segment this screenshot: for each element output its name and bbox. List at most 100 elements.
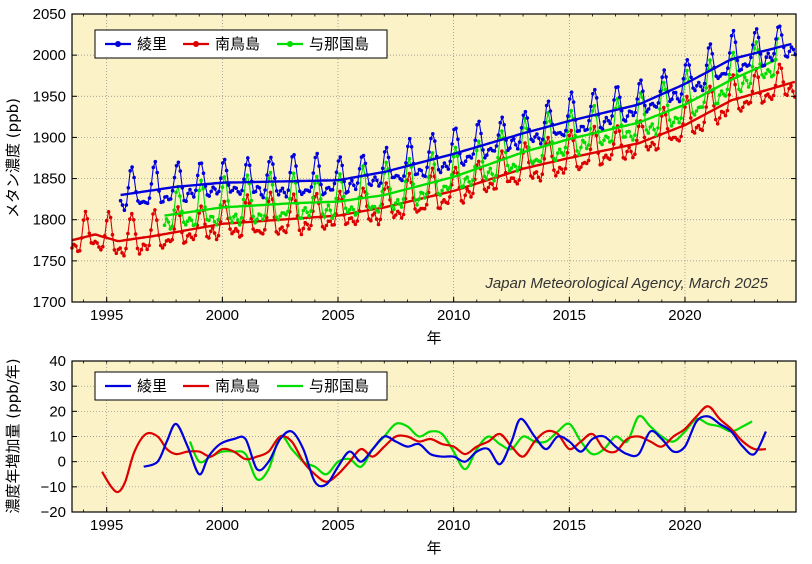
monthly-data-point xyxy=(613,130,618,135)
monthly-data-point xyxy=(222,157,227,162)
monthly-data-point xyxy=(656,146,660,151)
monthly-data-point xyxy=(644,144,649,149)
monthly-data-point xyxy=(592,103,597,108)
monthly-data-point xyxy=(155,170,159,175)
monthly-data-point xyxy=(309,209,313,213)
x-tick-label: 2005 xyxy=(321,307,354,324)
monthly-data-point xyxy=(330,216,335,220)
monthly-data-point xyxy=(162,243,167,247)
monthly-data-point xyxy=(266,176,271,181)
monthly-data-point xyxy=(431,132,435,136)
monthly-data-point xyxy=(699,84,703,89)
monthly-data-point xyxy=(261,217,265,222)
monthly-data-point xyxy=(721,110,726,115)
monthly-data-point xyxy=(153,159,158,164)
monthly-data-point xyxy=(746,85,751,89)
monthly-data-point xyxy=(604,153,608,158)
monthly-data-point xyxy=(342,179,347,184)
monthly-data-point xyxy=(282,190,287,195)
monthly-data-point xyxy=(118,246,122,250)
monthly-data-point xyxy=(775,70,780,75)
monthly-data-point xyxy=(153,208,157,212)
monthly-data-point xyxy=(361,164,365,168)
monthly-data-point xyxy=(685,68,689,73)
monthly-data-point xyxy=(228,227,232,231)
monthly-data-point xyxy=(172,227,176,231)
bottom-legend: 綾里 南鳥島 与那国島 xyxy=(94,371,388,401)
y-tick-label: 0 xyxy=(58,454,66,471)
y-tick-label: 1900 xyxy=(33,129,66,146)
monthly-data-point xyxy=(471,191,475,196)
monthly-data-point xyxy=(519,148,523,152)
monthly-data-point xyxy=(764,71,768,76)
monthly-data-point xyxy=(400,178,404,183)
monthly-data-point xyxy=(112,248,117,252)
monthly-data-point xyxy=(178,194,182,198)
monthly-data-point xyxy=(454,126,458,131)
monthly-data-point xyxy=(340,163,345,168)
monthly-data-point xyxy=(561,153,566,157)
monthly-data-point xyxy=(577,152,581,157)
monthly-data-point xyxy=(162,223,167,227)
x-tick-label: 2020 xyxy=(668,307,701,324)
monthly-data-point xyxy=(322,227,327,231)
monthly-data-point xyxy=(660,75,664,79)
monthly-data-point xyxy=(679,92,684,96)
monthly-data-point xyxy=(683,63,688,67)
monthly-data-point xyxy=(609,152,614,157)
monthly-data-point xyxy=(683,105,687,109)
monthly-data-point xyxy=(787,86,791,91)
top-marks xyxy=(70,24,797,258)
monthly-data-point xyxy=(623,119,628,123)
monthly-data-point xyxy=(585,127,589,132)
monthly-data-point xyxy=(702,81,707,86)
monthly-data-point xyxy=(496,155,500,160)
monthly-data-point xyxy=(397,211,402,216)
monthly-data-point xyxy=(588,127,593,131)
monthly-data-point xyxy=(361,153,366,158)
monthly-data-point xyxy=(494,144,499,148)
monthly-data-point xyxy=(135,246,140,251)
monthly-data-point xyxy=(226,183,231,187)
monthly-data-point xyxy=(681,77,686,81)
monthly-data-point xyxy=(731,28,736,33)
monthly-data-point xyxy=(132,175,136,180)
y-tick-label: 1950 xyxy=(33,88,66,105)
monthly-data-point xyxy=(402,174,406,178)
monthly-data-point xyxy=(280,186,285,191)
monthly-data-point xyxy=(353,222,358,227)
monthly-data-point xyxy=(143,243,147,248)
monthly-data-point xyxy=(710,52,715,56)
monthly-data-point xyxy=(494,186,498,191)
monthly-data-point xyxy=(667,118,672,122)
monthly-data-point xyxy=(748,100,753,105)
monthly-data-point xyxy=(635,138,639,143)
monthly-data-point xyxy=(251,214,255,219)
y-tick-label: 2050 xyxy=(33,6,66,23)
monthly-data-point xyxy=(735,58,740,63)
monthly-data-point xyxy=(361,186,365,191)
monthly-data-point xyxy=(500,115,505,120)
monthly-data-point xyxy=(779,66,784,71)
monthly-data-point xyxy=(665,103,670,108)
monthly-data-point xyxy=(425,165,429,170)
monthly-data-point xyxy=(197,211,201,215)
monthly-data-point xyxy=(592,124,597,129)
monthly-data-point xyxy=(789,83,793,88)
monthly-data-point xyxy=(687,63,691,67)
monthly-data-point xyxy=(719,89,724,93)
monthly-data-point xyxy=(438,170,443,175)
monthly-data-point xyxy=(137,252,142,256)
monthly-data-point xyxy=(451,154,456,159)
monthly-data-point xyxy=(413,207,417,211)
monthly-data-point xyxy=(183,222,188,227)
monthly-data-point xyxy=(228,216,232,220)
monthly-data-point xyxy=(315,174,319,179)
monthly-data-point xyxy=(189,218,194,222)
monthly-data-point xyxy=(577,129,582,133)
legend-entry-label: 綾里 xyxy=(137,377,167,395)
monthly-data-point xyxy=(521,113,526,117)
monthly-data-point xyxy=(388,187,392,191)
monthly-data-point xyxy=(346,189,350,194)
monthly-data-point xyxy=(407,171,412,176)
